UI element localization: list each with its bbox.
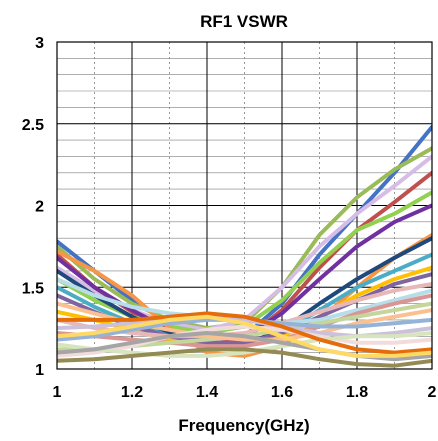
series-line-24	[57, 314, 432, 358]
y-tick-label: 3	[35, 35, 44, 52]
x-tick-label: 1.6	[271, 384, 293, 401]
series-line-7	[57, 232, 432, 358]
x-tick-label: 1	[53, 384, 62, 401]
plot-frame	[56, 41, 433, 370]
x-tick-label: 2	[428, 384, 437, 401]
plot-border	[56, 41, 433, 370]
series-line-14	[57, 293, 432, 349]
x-axis-title: Frequency(GHz)	[178, 416, 309, 435]
series-line-20	[57, 331, 432, 358]
x-tick-labels: 1 1.2 1.4 1.6 1.8 2	[53, 384, 437, 401]
x-tick-label: 1.2	[121, 384, 143, 401]
series-group	[57, 125, 432, 368]
y-tick-label: 2.5	[22, 117, 44, 134]
series-line-19	[57, 324, 432, 358]
x-tick-label: 1.8	[346, 384, 368, 401]
series-line-23	[57, 347, 432, 368]
series-line-21	[57, 311, 432, 355]
y-tick-labels: 1 1.5 2 2.5 3	[22, 35, 44, 379]
y-tick-label: 2	[35, 199, 44, 216]
chart-title: RF1 VSWR	[200, 12, 288, 31]
y-tick-label: 1	[35, 362, 44, 379]
x-tick-label: 1.4	[196, 384, 218, 401]
y-tick-label: 1.5	[22, 280, 44, 297]
